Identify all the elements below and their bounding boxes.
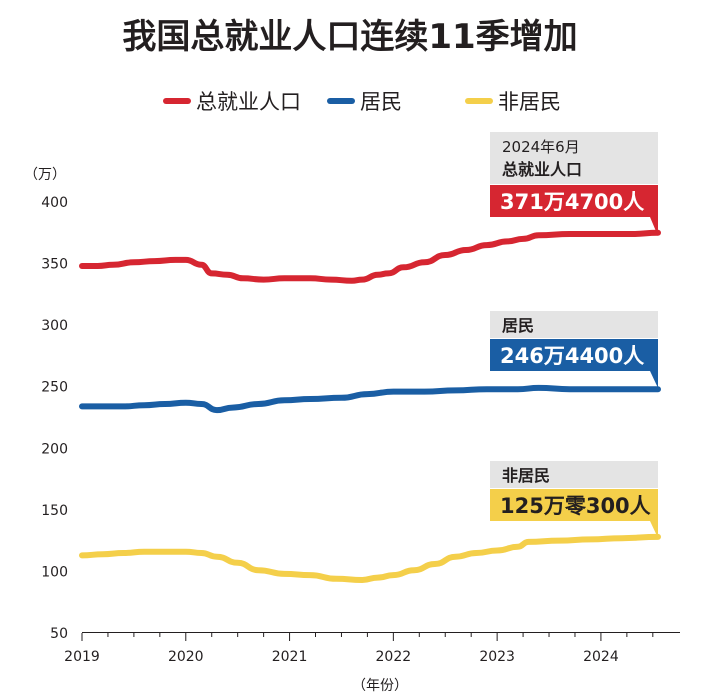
callout-series-label: 居民 [502, 316, 534, 335]
legend: 总就业人口 居民 非居民 [166, 90, 561, 114]
y-axis-unit: （万） [24, 167, 66, 183]
y-tick-label: 50 [50, 626, 68, 642]
series-line [82, 388, 658, 410]
callout-value: 246万4400人 [500, 344, 644, 368]
y-tick-label: 150 [41, 503, 68, 519]
series-line [82, 233, 658, 281]
callout-series-label: 总就业人口 [502, 160, 582, 179]
y-tick-label: 350 [41, 257, 68, 273]
callout-date: 2024年6月 [502, 138, 580, 156]
y-tick-label: 200 [41, 441, 68, 457]
callout: 居民 246万4400人 [490, 311, 658, 388]
legend-label: 居民 [360, 90, 402, 114]
x-tick-label: 2024 [583, 649, 619, 665]
series-line [82, 537, 658, 580]
legend-item: 总就业人口 [166, 90, 301, 114]
callout-value: 125万零300人 [500, 494, 651, 518]
callout: 非居民 125万零300人 [490, 461, 658, 538]
legend-label: 非居民 [498, 90, 561, 114]
axes: 50 100 150 200 250 300 350 400 2019 2020 2021 2022 2… [41, 195, 680, 665]
x-axis-unit: （年份） [352, 678, 408, 694]
y-tick-label: 100 [41, 564, 68, 580]
legend-item: 居民 [330, 90, 402, 114]
callout-series-label: 非居民 [502, 466, 550, 485]
y-tick-label: 300 [41, 318, 68, 334]
employment-chart: 我国总就业人口连续11季增加 总就业人口 居民 非居民 （万） （年份） 50100… [0, 0, 701, 695]
legend-label: 总就业人口 [196, 90, 301, 114]
y-tick-label: 250 [41, 380, 68, 396]
chart-title: 我国总就业人口连续11季增加 [122, 17, 577, 57]
series-lines [82, 233, 658, 580]
callout-pointer [650, 371, 658, 388]
x-tick-label: 2023 [479, 649, 515, 665]
legend-item: 非居民 [468, 90, 561, 114]
x-tick-label: 2022 [376, 649, 412, 665]
x-tick-label: 2019 [64, 649, 100, 665]
callout-value: 371万4700人 [500, 190, 644, 214]
y-tick-label: 400 [41, 195, 68, 211]
x-tick-label: 2021 [272, 649, 308, 665]
x-tick-label: 2020 [168, 649, 204, 665]
